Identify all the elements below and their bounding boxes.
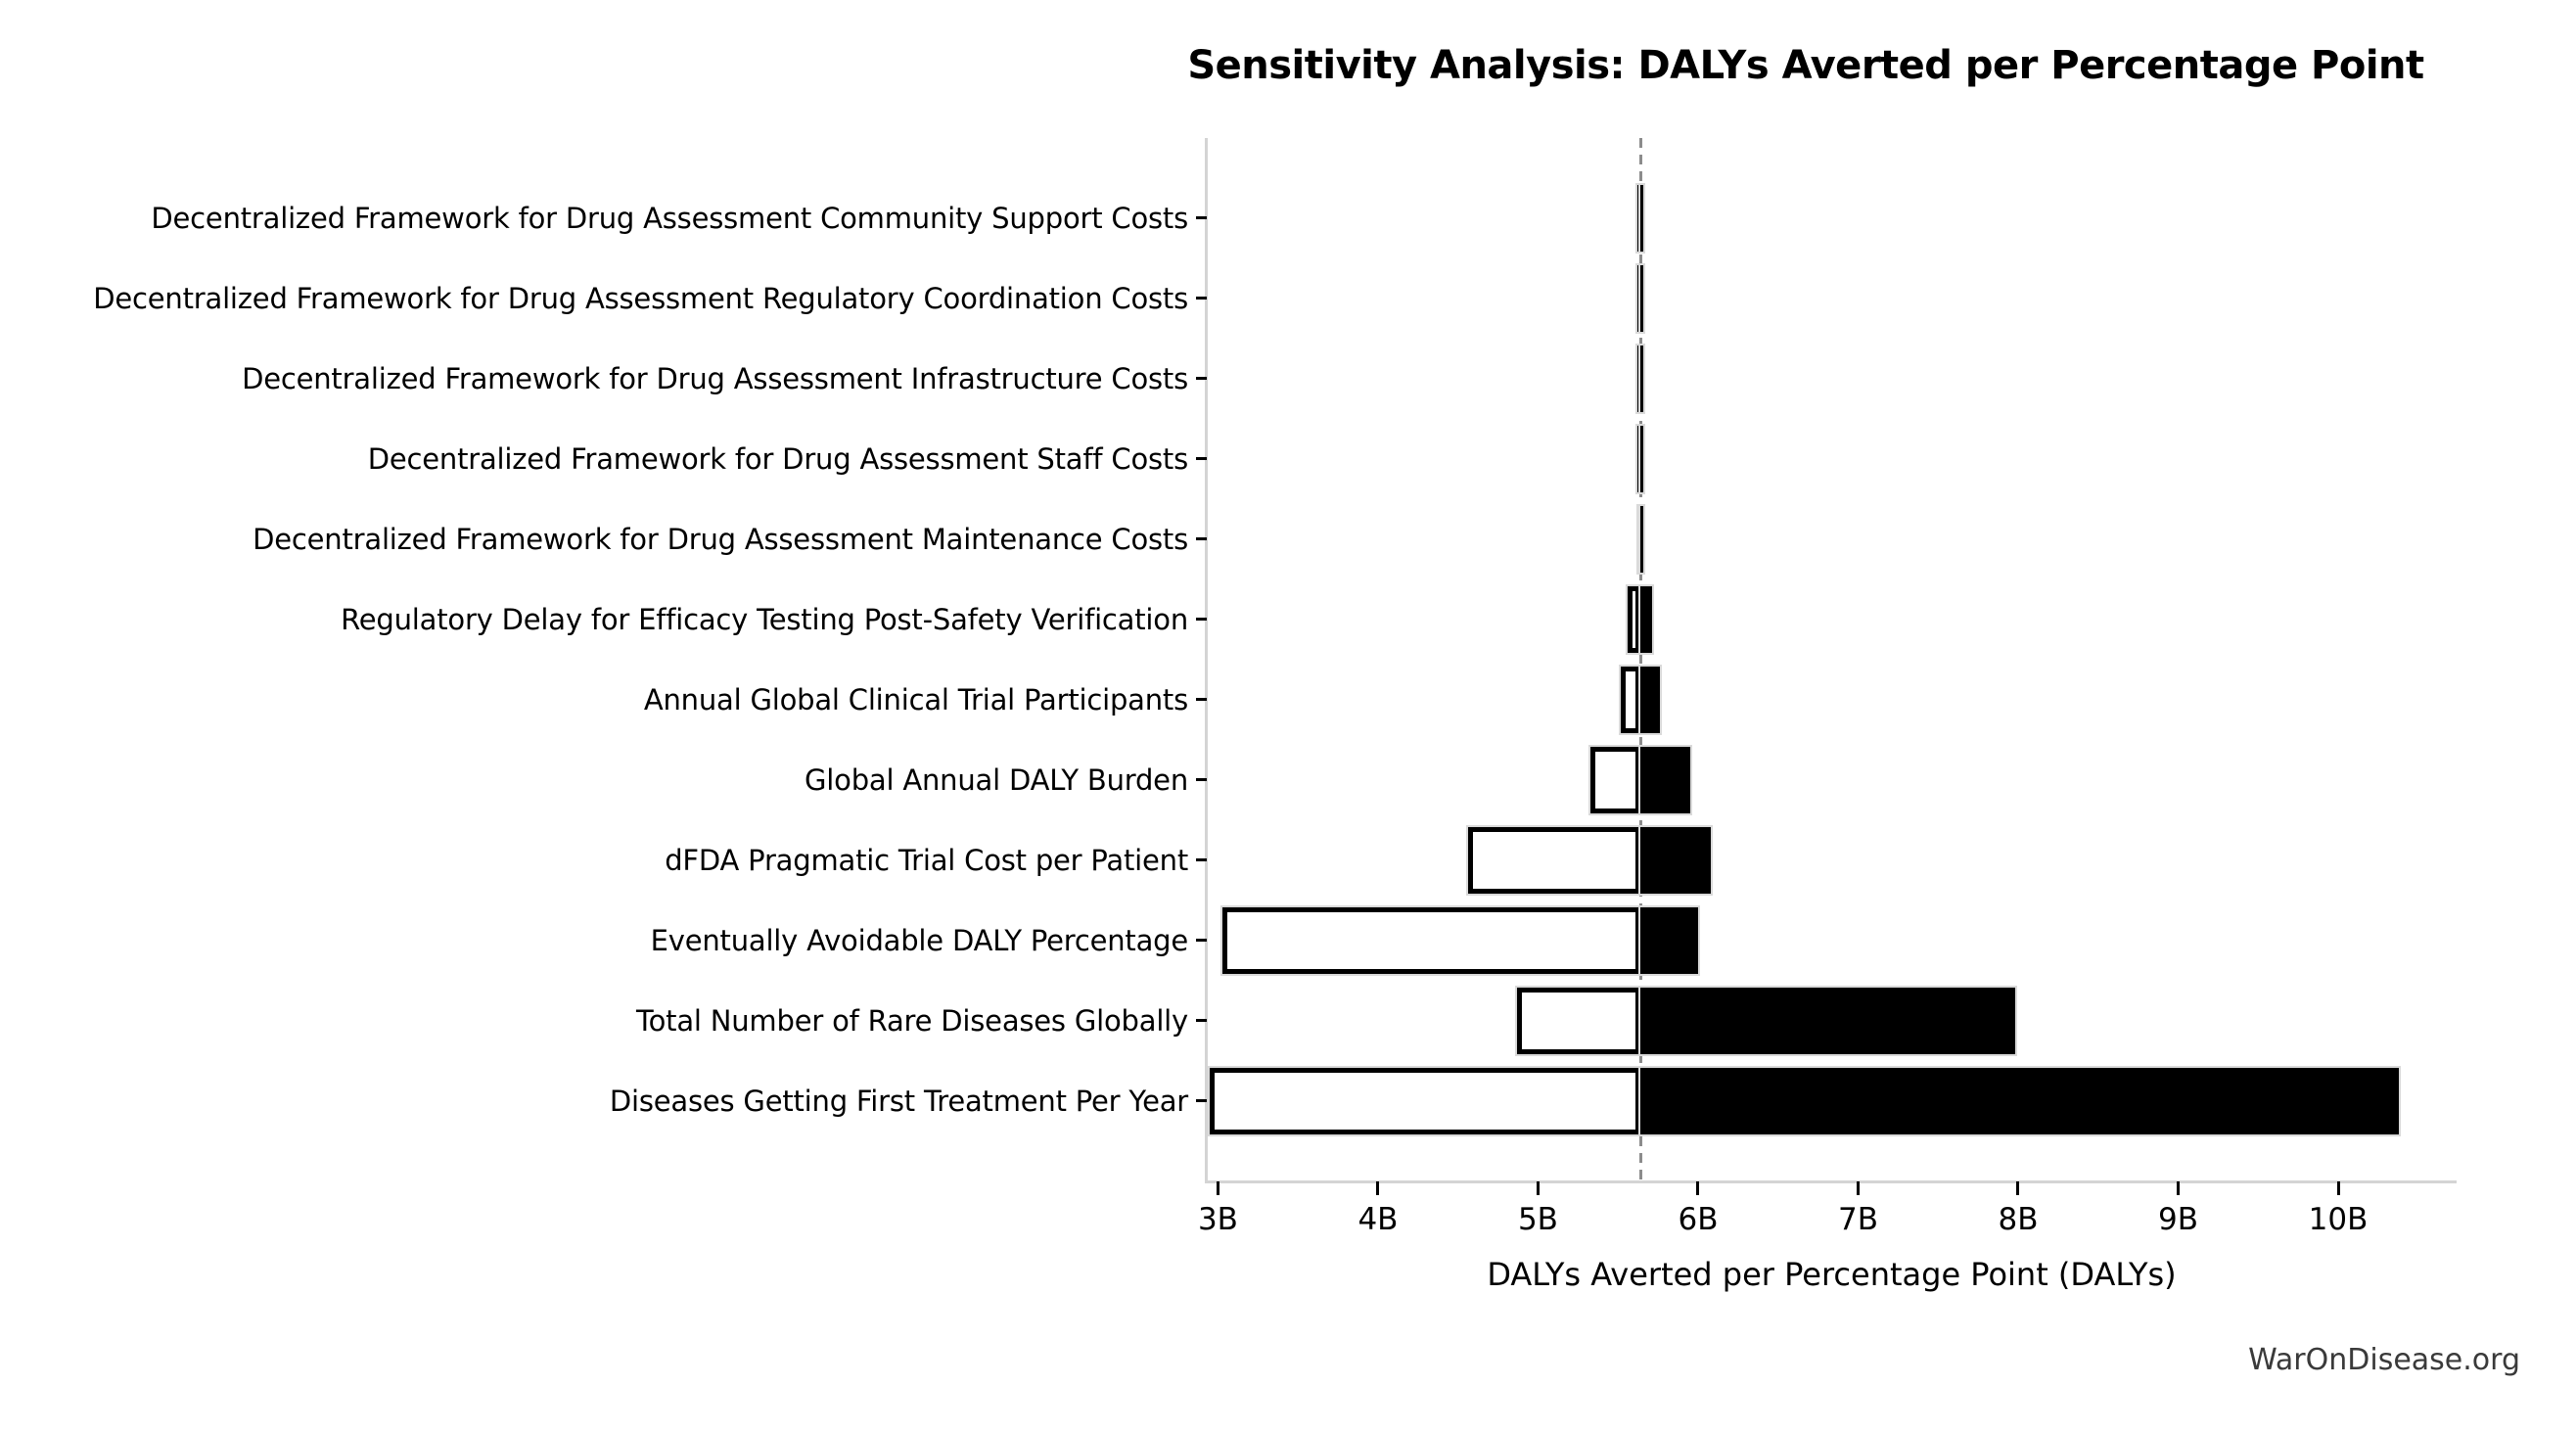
bar-low [1515,986,1643,1056]
bar-low [1619,665,1643,735]
x-axis-tick-label: 8B [1998,1202,2039,1237]
y-axis-spine [1205,138,1208,1183]
x-axis-tick-label: 9B [2157,1202,2198,1237]
bar-high [1637,183,1646,254]
x-axis-tick [1376,1181,1380,1195]
y-axis-tick [1196,216,1207,219]
bar-low [1634,183,1643,254]
y-axis-tick [1196,537,1207,540]
y-axis-tick [1196,618,1207,621]
y-axis-label: dFDA Pragmatic Trial Cost per Patient [665,844,1188,877]
x-axis-tick [2336,1181,2340,1195]
y-axis-tick [1196,1019,1207,1022]
y-axis-label: Decentralized Framework for Drug Assessm… [151,202,1188,235]
bar-high [1638,905,1700,976]
y-axis-label: Regulatory Delay for Efficacy Testing Po… [341,603,1188,636]
bar-high [1638,665,1662,735]
y-axis-label: Decentralized Framework for Drug Assessm… [93,282,1188,315]
y-axis-label: Global Annual DALY Burden [805,763,1188,797]
bar-low [1465,825,1643,896]
bar-low [1636,504,1643,575]
chart-title: Sensitivity Analysis: DALYs Averted per … [1187,43,2424,88]
y-axis-tick [1196,778,1207,781]
bar-high [1638,825,1714,896]
x-axis-tick [1536,1181,1540,1195]
bar-low [1634,424,1643,494]
y-axis-label: Total Number of Rare Diseases Globally [636,1004,1188,1038]
x-axis-tick [1696,1181,1700,1195]
bar-low [1634,344,1643,414]
bar-high [1638,584,1654,655]
y-axis-tick [1196,1099,1207,1102]
bar-low [1588,745,1643,815]
x-axis-label: DALYs Averted per Percentage Point (DALY… [1487,1256,2177,1293]
x-axis-tick-label: 3B [1197,1202,1238,1237]
bar-low [1626,584,1643,655]
x-axis-tick [2176,1181,2180,1195]
bar-high [1637,263,1646,334]
y-axis-tick [1196,858,1207,861]
x-axis-tick-label: 5B [1517,1202,1558,1237]
y-axis-label: Annual Global Clinical Trial Participant… [643,683,1188,716]
bar-high [1638,745,1692,815]
y-axis-tick [1196,698,1207,701]
bar-low [1208,1066,1643,1136]
y-axis-label: Decentralized Framework for Drug Assessm… [253,523,1188,556]
bar-high [1638,1066,2402,1136]
watermark: WarOnDisease.org [2248,1343,2520,1377]
x-axis-tick-label: 7B [1837,1202,1878,1237]
bar-high [1637,344,1646,414]
x-axis-tick-label: 10B [2308,1202,2369,1237]
bar-low [1634,263,1643,334]
bar-high [1638,986,2017,1056]
bar-high [1637,504,1646,575]
baseline-dashed-line [1638,138,1642,1180]
y-axis-tick [1196,377,1207,380]
y-axis-label: Decentralized Framework for Drug Assessm… [367,442,1188,476]
y-axis-tick [1196,457,1207,460]
y-axis-label: Decentralized Framework for Drug Assessm… [242,362,1188,395]
y-axis-tick [1196,939,1207,942]
x-axis-tick-label: 6B [1678,1202,1719,1237]
x-axis-tick-label: 4B [1357,1202,1399,1237]
x-axis-spine [1205,1180,2457,1183]
y-axis-label: Diseases Getting First Treatment Per Yea… [609,1085,1188,1118]
x-axis-tick [1856,1181,1860,1195]
bar-high [1637,424,1646,494]
bar-low [1220,905,1643,976]
y-axis-tick [1196,297,1207,300]
x-axis-tick [2016,1181,2020,1195]
x-axis-tick [1216,1181,1219,1195]
y-axis-label: Eventually Avoidable DALY Percentage [650,924,1189,957]
